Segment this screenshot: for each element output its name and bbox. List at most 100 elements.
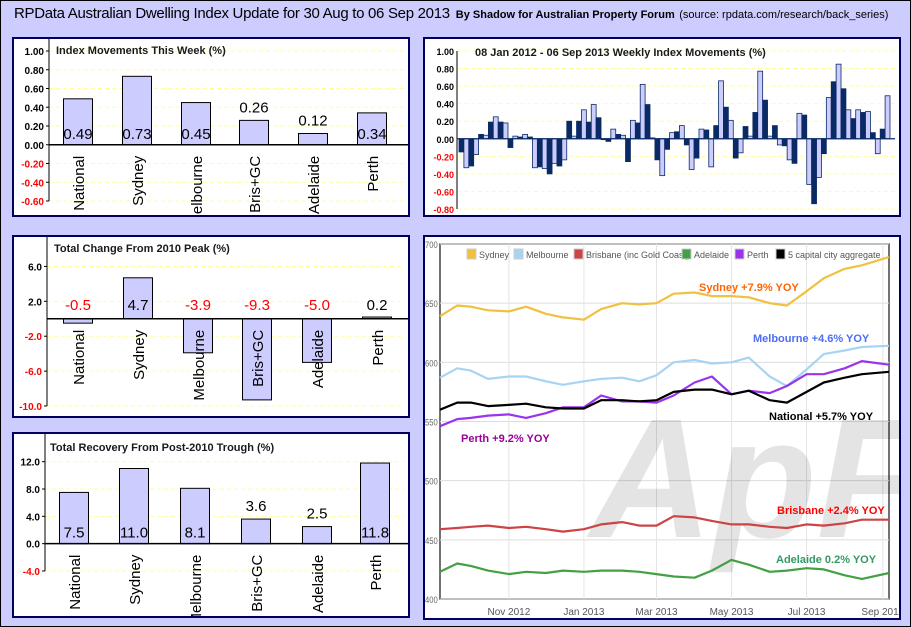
weekly-bar xyxy=(522,133,528,140)
y-tick-label: 8.0 xyxy=(26,485,40,496)
bar-melbourne xyxy=(181,102,211,146)
weekly-bar xyxy=(532,138,538,169)
weekly-bar xyxy=(884,95,891,140)
category-label: National xyxy=(71,330,88,385)
y-tick-label: 400 xyxy=(425,594,438,605)
weekly-bar xyxy=(610,128,617,140)
category-label: Adelaide xyxy=(310,330,327,388)
series-annotation: National +5.7% YOY xyxy=(769,411,874,423)
y-tick-label: 4.0 xyxy=(26,512,40,523)
weekly-bar xyxy=(772,125,778,140)
weekly-bar xyxy=(870,132,876,140)
weekly-bar xyxy=(674,131,680,140)
series-annotation: Brisbane +2.4% YOY xyxy=(777,505,885,517)
series-annotation: Melbourne +4.6% YOY xyxy=(753,333,870,345)
y-tick-label: -10.0 xyxy=(19,402,42,413)
header: RPData Australian Dwelling Index Update … xyxy=(14,5,888,23)
series-annotation: Sydney +7.9% YOY xyxy=(699,282,799,294)
category-label: Bris+GC xyxy=(250,330,267,387)
weekly-bar xyxy=(698,128,705,140)
weekly-bar xyxy=(693,138,700,159)
y-tick-label: -0.40 xyxy=(21,178,44,189)
legend-swatch xyxy=(466,248,477,260)
weekly-bar xyxy=(644,104,651,140)
value-label: 0.73 xyxy=(122,126,151,143)
x-tick-label: May 2013 xyxy=(710,607,754,618)
y-tick-label: -4.0 xyxy=(23,567,41,578)
weekly-bar xyxy=(850,118,857,140)
y-tick-label: 0.80 xyxy=(436,65,454,75)
series-annotation: Perth +9.2% YOY xyxy=(461,433,550,445)
weekly-bar xyxy=(727,119,734,140)
weekly-bar xyxy=(551,138,558,164)
weekly-history-panel: 1.00 0.80 0.60 0.40 0.20 0.00 -0.20 -0.40 -0.60 -… xyxy=(423,37,901,217)
category-label: Melbourne xyxy=(189,156,206,217)
legend-swatch xyxy=(734,248,745,260)
weekly-movements-panel: 1.00 0.80 0.60 0.40 0.20 0.00 -0.20 -0.40 -0.60 0… xyxy=(12,37,410,217)
value-label: 4.7 xyxy=(128,297,149,314)
y-tick-label: 550 xyxy=(425,417,438,428)
weekly-bar xyxy=(732,138,739,159)
weekly-bar xyxy=(821,138,827,155)
value-label: 0.2 xyxy=(367,297,388,314)
legend-label: Sydney xyxy=(479,250,510,260)
weekly-bar xyxy=(708,138,715,168)
legend-swatch xyxy=(775,248,786,260)
weekly-bar xyxy=(634,122,641,140)
x-tick-label: Jan 2013 xyxy=(563,607,605,618)
value-label: 0.49 xyxy=(63,126,92,143)
weekly-bar xyxy=(664,138,671,150)
y-tick-label: 6.0 xyxy=(28,262,42,273)
weekly-bar xyxy=(507,138,514,148)
series-line-5 xyxy=(439,370,890,411)
weekly-bar xyxy=(742,126,749,140)
y-tick-label: 600 xyxy=(425,358,438,369)
bar-sydney xyxy=(119,468,149,545)
change-from-peak-panel: 6.0 2.0 -2.0 -6.0 -10.0 -0.5 National 4.7 Sydney… xyxy=(12,235,410,418)
legend-label: Adelaide xyxy=(694,250,729,260)
legend-swatch xyxy=(573,248,584,260)
y-tick-label: -0.20 xyxy=(21,160,44,171)
y-tick-label: -0.60 xyxy=(21,197,44,208)
weekly-bar xyxy=(840,88,847,140)
bar-perth xyxy=(360,462,390,545)
bar-sydney xyxy=(123,277,153,320)
page-title: RPData Australian Dwelling Index Update … xyxy=(14,5,450,22)
chart-title: 08 Jan 2012 - 06 Sep 2013 Weekly Index M… xyxy=(475,47,766,59)
change-from-peak-chart: 6.0 2.0 -2.0 -6.0 -10.0 -0.5 National 4.7 Sydney… xyxy=(19,237,408,413)
weekly-bar xyxy=(796,112,803,140)
bar-perth xyxy=(357,112,387,146)
y-tick-label: 0.40 xyxy=(436,100,454,110)
y-tick-label: 700 xyxy=(425,239,438,250)
series-line-sydney xyxy=(439,255,890,321)
weekly-bar xyxy=(595,117,602,140)
weekly-bar xyxy=(806,138,813,185)
index-line-chart: 700 650 600 550 500 450 400 Nov 2012 Jan 2013 Mar… xyxy=(425,239,899,618)
weekly-bar xyxy=(874,138,881,155)
weekly-bar xyxy=(786,138,793,161)
value-label: 7.5 xyxy=(64,525,85,542)
legend-label: Perth xyxy=(747,250,769,260)
recovery-panel: 12.0 8.0 4.0 0.0 -4.0 7.5 National 11.0 Sydney 8.… xyxy=(12,432,410,618)
y-tick-label: -0.40 xyxy=(433,170,454,180)
weekly-bar xyxy=(615,133,622,140)
value-label: 0.34 xyxy=(357,126,386,143)
bar-adelaide xyxy=(302,318,332,363)
y-tick-label: -6.0 xyxy=(25,367,43,378)
y-tick-label: 0.00 xyxy=(436,135,454,145)
weekly-bar xyxy=(737,138,744,154)
weekly-bar xyxy=(865,111,871,140)
bar-melbourne xyxy=(180,487,210,545)
weekly-bar xyxy=(678,125,685,140)
weekly-bar xyxy=(825,97,832,140)
legend-swatch xyxy=(513,248,524,260)
category-label: Perth xyxy=(370,330,387,366)
legend-label: Brisbane (inc Gold Coast) xyxy=(586,250,689,260)
value-label: 0.45 xyxy=(181,126,210,143)
weekly-bar xyxy=(639,83,646,140)
weekly-bar xyxy=(566,120,573,140)
weekly-bar xyxy=(830,81,837,140)
value-label: -5.0 xyxy=(304,297,330,314)
weekly-bar xyxy=(541,138,548,170)
weekly-bar xyxy=(860,112,866,140)
